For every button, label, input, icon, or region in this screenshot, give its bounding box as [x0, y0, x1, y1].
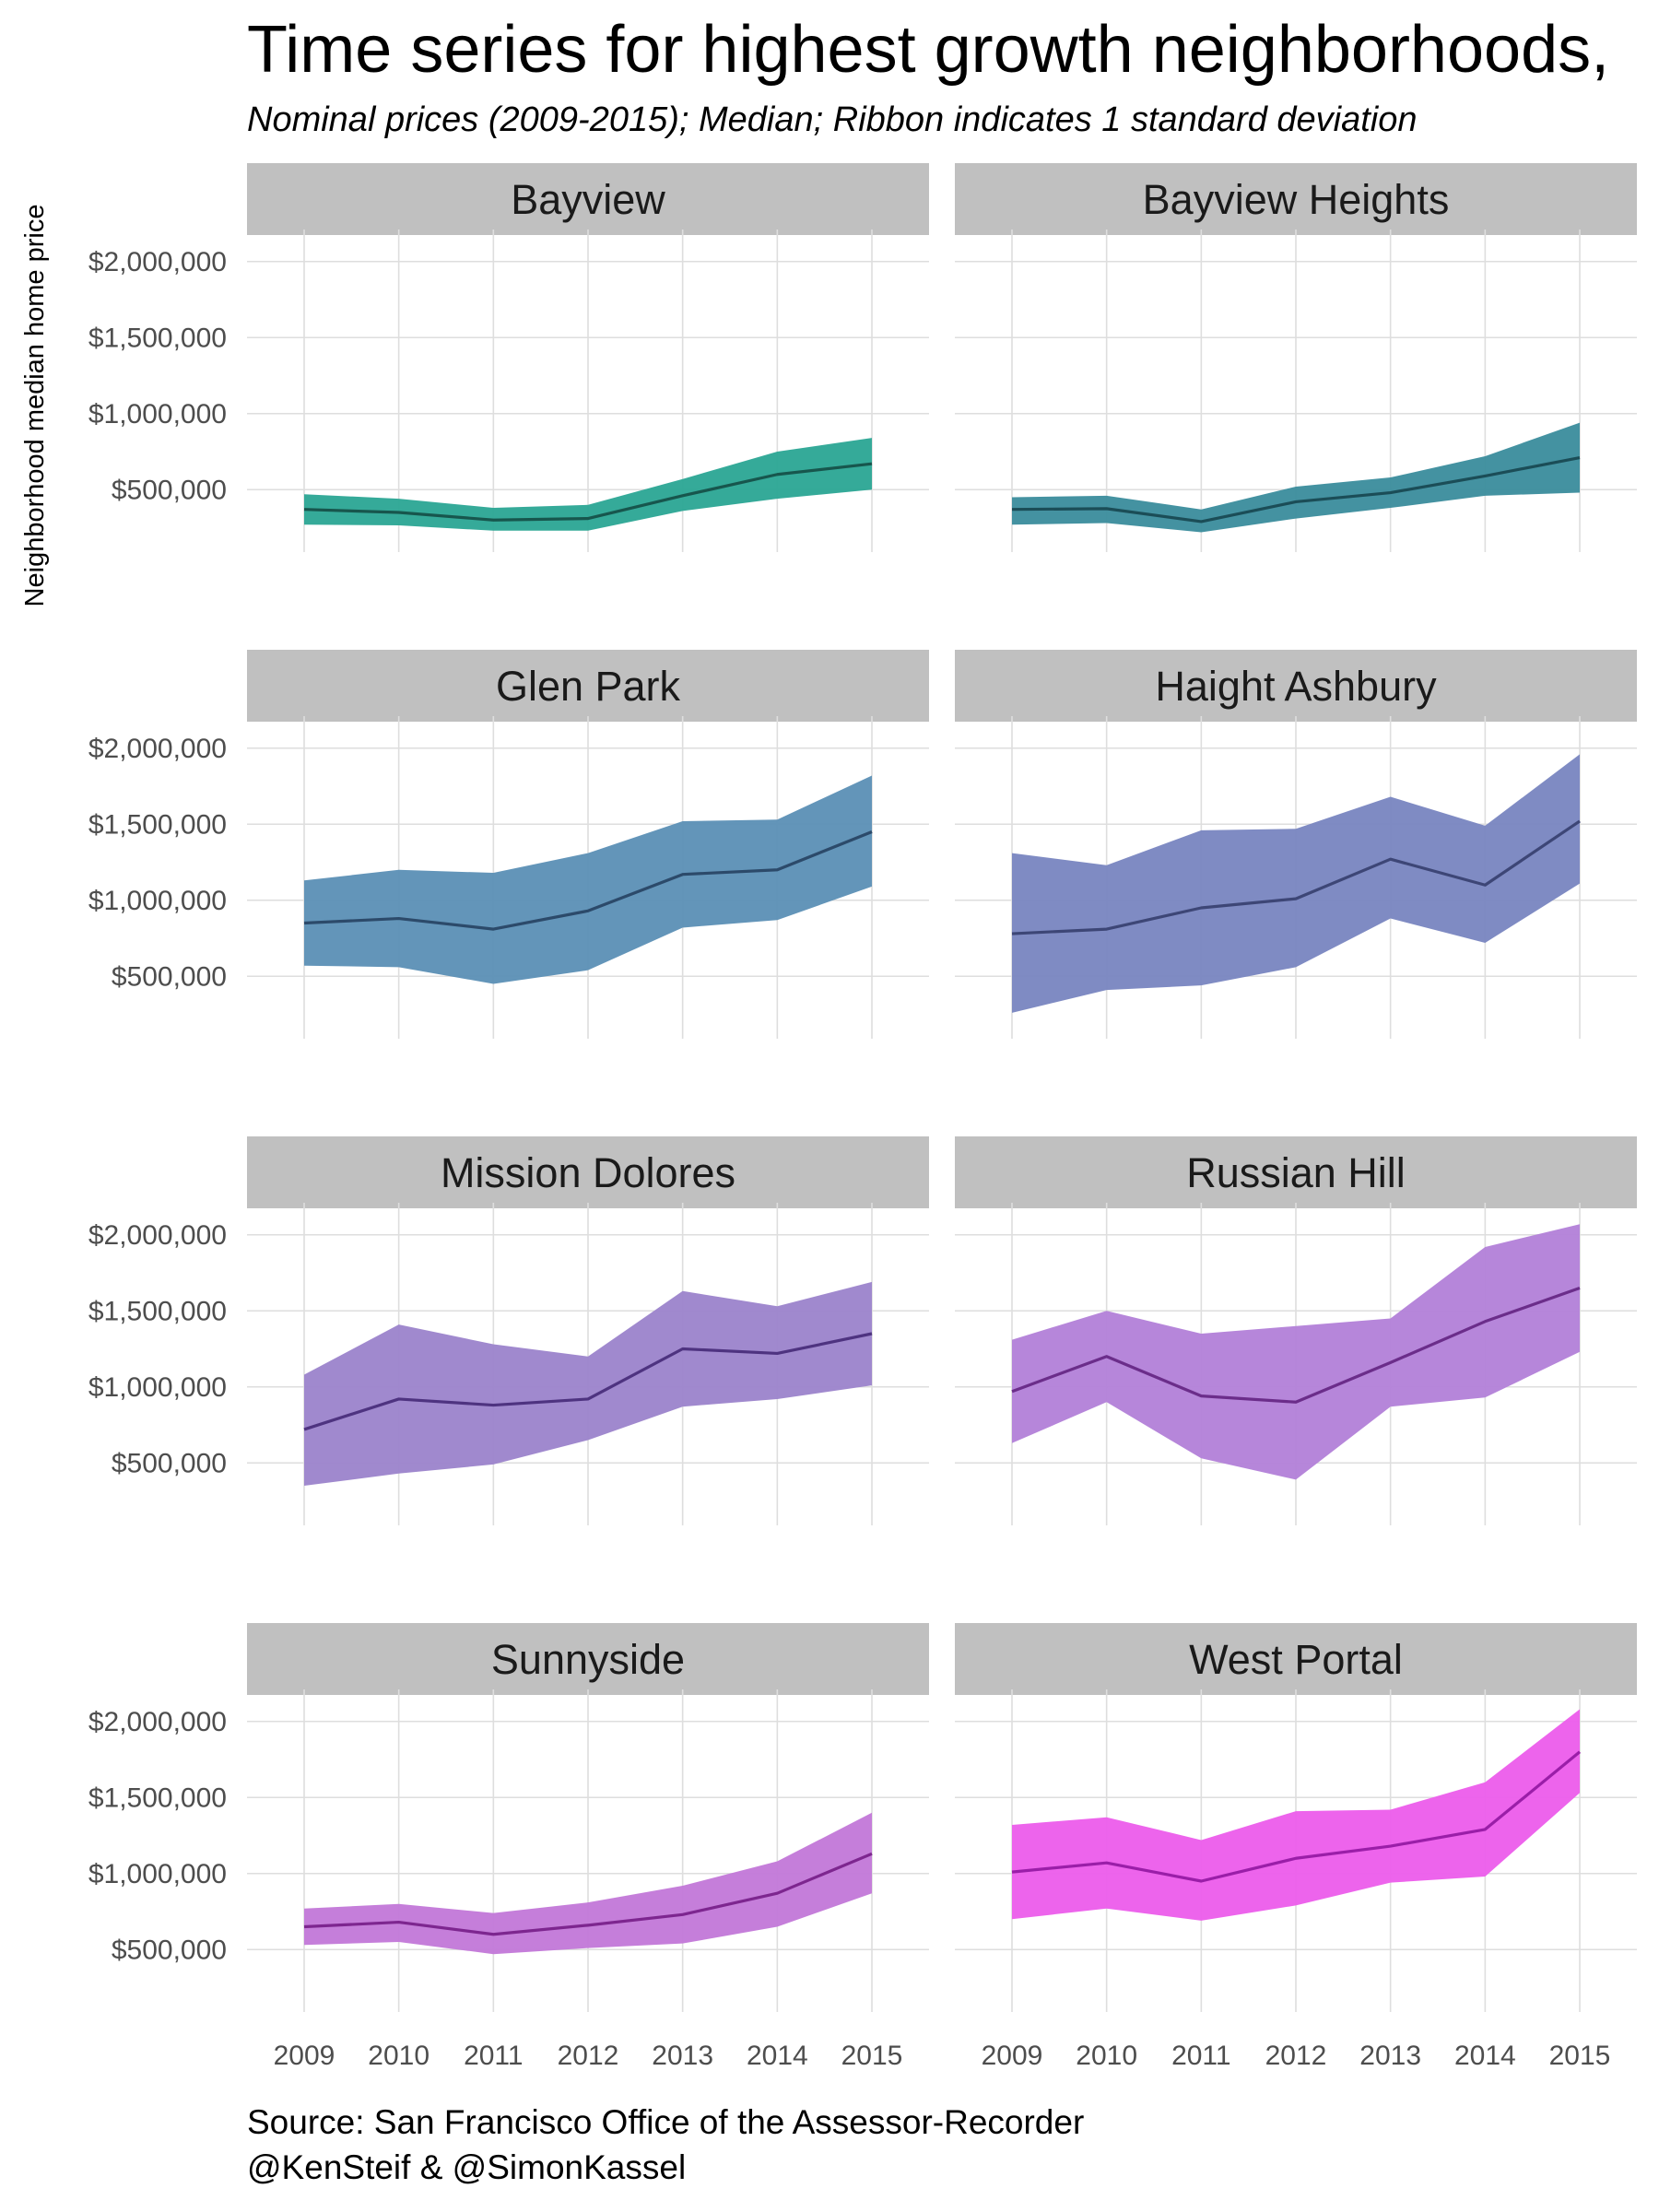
facet-strip-label: Russian Hill: [1186, 1149, 1406, 1196]
facet-strip: [247, 650, 929, 722]
facet-strip-label: Bayview: [511, 176, 665, 223]
median-line: [303, 1852, 873, 1936]
x-tick-label: 2014: [1454, 2041, 1516, 2071]
facet-strip-label: Haight Ashbury: [1155, 663, 1437, 710]
facet-mission-dolores: Mission Dolores $500,000 $1,000,000 $1,500,…: [88, 1136, 929, 1525]
facet-strip: [955, 163, 1637, 235]
x-tick-label: 2010: [368, 2041, 429, 2071]
y-tick-label: $1,500,000: [88, 1783, 227, 1813]
facet-strip-label: Sunnyside: [491, 1636, 685, 1683]
sd-ribbon: [304, 775, 872, 984]
x-tick-label: 2013: [652, 2041, 713, 2071]
y-tick-label: $1,500,000: [88, 1296, 227, 1326]
facet-panels: Bayview $500,000 $1,000,000 $1,500,000 $2,00…: [88, 163, 1637, 2071]
facet-strip: [247, 163, 929, 235]
sd-ribbon: [304, 1281, 872, 1486]
facet-strip-label: Glen Park: [496, 663, 681, 710]
x-tick-label: 2015: [841, 2041, 903, 2071]
x-tick-label: 2013: [1359, 2041, 1421, 2071]
sd-ribbon: [1012, 754, 1580, 1013]
median-line: [303, 462, 873, 522]
facet-west-portal: West Portal 2009 2010 2011 2012 2013 2014 2015: [955, 1623, 1637, 2071]
y-tick-label: $1,500,000: [88, 323, 227, 353]
y-tick-label: $1,500,000: [88, 809, 227, 840]
credits-caption: @KenSteif & @SimonKassel: [247, 2148, 686, 2186]
x-tick-label: 2012: [558, 2041, 619, 2071]
x-tick-label: 2012: [1265, 2041, 1327, 2071]
median-line: [303, 1332, 873, 1431]
facet-strip-label: Bayview Heights: [1143, 176, 1450, 223]
facet-strip: [955, 1623, 1637, 1695]
y-tick-label: $2,000,000: [88, 247, 227, 277]
chart-title: Time series for highest growth neighborh…: [247, 13, 1609, 87]
facet-russian-hill: Russian Hill: [955, 1136, 1637, 1525]
median-line: [1011, 456, 1581, 524]
sd-ribbon: [304, 438, 872, 531]
median-line: [303, 830, 873, 931]
median-line: [1011, 819, 1581, 935]
sd-ribbon: [304, 1812, 872, 1955]
sd-ribbon: [1012, 422, 1580, 533]
y-tick-label: $2,000,000: [88, 1707, 227, 1737]
y-tick-label: $500,000: [112, 1935, 227, 1965]
source-caption: Source: San Francisco Office of the Asse…: [247, 2103, 1084, 2141]
facet-bayview: Bayview $500,000 $1,000,000 $1,500,000 $2,00…: [88, 163, 929, 552]
y-tick-label: $1,000,000: [88, 399, 227, 429]
x-tick-label: 2009: [274, 2041, 335, 2071]
facet-bayview-heights: Bayview Heights: [955, 163, 1637, 552]
x-tick-label: 2009: [982, 2041, 1043, 2071]
y-tick-label: $2,000,000: [88, 734, 227, 764]
x-tick-label: 2014: [747, 2041, 808, 2071]
sd-ribbon: [1012, 1224, 1580, 1480]
facet-glen-park: Glen Park $500,000 $1,000,000 $1,500,000 $2,…: [88, 650, 929, 1039]
y-axis-label: Neighborhood median home price: [20, 205, 50, 607]
facet-strip: [247, 1136, 929, 1208]
facet-sunnyside: Sunnyside $500,000 $1,000,000 $1,500,000 $2,…: [88, 1623, 929, 2071]
y-tick-label: $500,000: [112, 475, 227, 505]
x-tick-label: 2011: [1171, 2041, 1231, 2071]
y-tick-label: $1,000,000: [88, 886, 227, 916]
y-tick-label: $500,000: [112, 1448, 227, 1478]
x-tick-label: 2011: [464, 2041, 524, 2071]
y-tick-label: $500,000: [112, 961, 227, 992]
facet-strip: [247, 1623, 929, 1695]
sd-ribbon: [1012, 1709, 1580, 1921]
facet-strip: [955, 650, 1637, 722]
facet-haight-ashbury: Haight Ashbury: [955, 650, 1637, 1039]
x-tick-label: 2010: [1076, 2041, 1137, 2071]
median-line: [1011, 1286, 1581, 1404]
x-tick-label: 2015: [1549, 2041, 1611, 2071]
y-tick-label: $1,000,000: [88, 1372, 227, 1403]
y-tick-label: $1,000,000: [88, 1859, 227, 1889]
median-line: [1011, 1750, 1582, 1883]
facet-strip-label: Mission Dolores: [441, 1149, 735, 1196]
y-tick-label: $2,000,000: [88, 1220, 227, 1251]
facet-strip-label: West Portal: [1189, 1636, 1403, 1683]
chart-subtitle: Nominal prices (2009-2015); Median; Ribb…: [247, 100, 1418, 139]
facet-strip: [955, 1136, 1637, 1208]
